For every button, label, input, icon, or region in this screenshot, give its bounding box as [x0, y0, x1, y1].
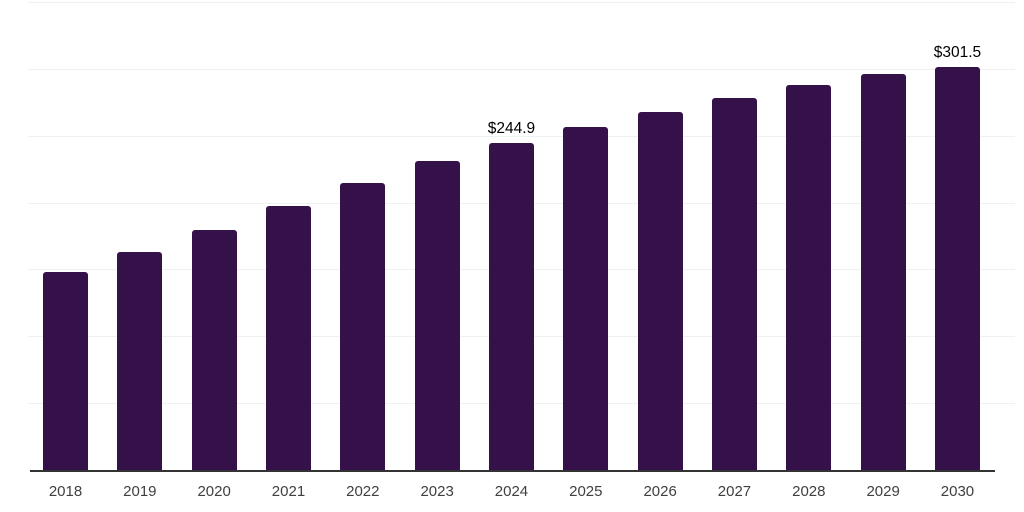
- bar-2030: [934, 66, 980, 470]
- bar-2020: [191, 229, 237, 470]
- data-label-2030: $301.5: [933, 43, 982, 61]
- x-tick-label: 2025: [569, 483, 603, 500]
- gridline: [28, 68, 1015, 70]
- x-tick-label: 2029: [866, 483, 900, 500]
- x-tick-label: 2020: [197, 483, 231, 500]
- x-tick-label: 2021: [271, 483, 306, 500]
- bar-2025: [563, 126, 609, 470]
- bar-2028: [786, 84, 832, 470]
- x-tick-label: 2023: [420, 483, 454, 500]
- bar-2022: [340, 182, 386, 470]
- bar-2024: [488, 142, 534, 470]
- x-tick-label: 2027: [717, 483, 752, 500]
- x-tick-label: 2030: [940, 483, 975, 500]
- bar-2026: [637, 111, 683, 470]
- x-tick-label: 2018: [48, 483, 83, 500]
- x-tick-label: 2024: [494, 483, 529, 500]
- x-tick-label: 2019: [123, 483, 157, 500]
- bar-2021: [265, 205, 311, 470]
- gridline: [28, 135, 1015, 137]
- bar-2018: [43, 272, 88, 470]
- bar-2023: [414, 161, 460, 470]
- x-tick-label: 2022: [346, 483, 380, 500]
- bar-2029: [860, 73, 906, 470]
- bar-2027: [711, 97, 757, 470]
- x-tick-label: 2026: [643, 483, 677, 500]
- x-axis-line: [30, 470, 995, 472]
- data-label-2024: $244.9: [487, 119, 536, 137]
- x-tick-label: 2028: [792, 483, 826, 500]
- gridline: [28, 2, 1015, 3]
- bar-2019: [117, 251, 163, 470]
